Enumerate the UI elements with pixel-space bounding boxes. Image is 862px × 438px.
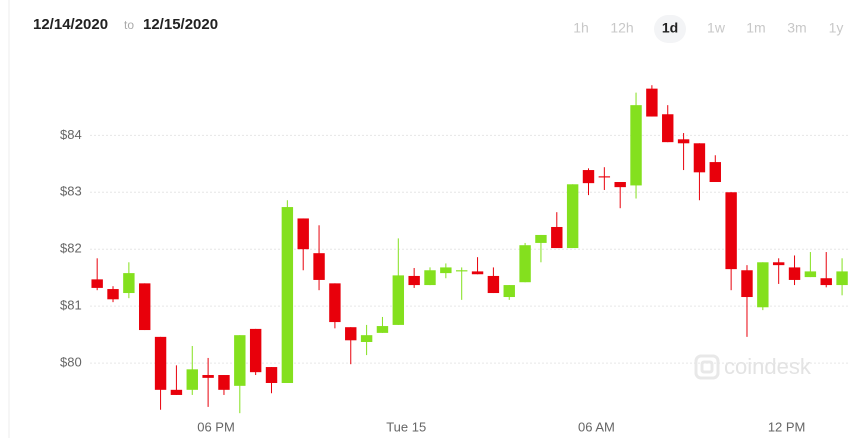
candle-body — [202, 375, 214, 378]
date-to: 12/15/2020 — [143, 16, 218, 33]
x-tick-label: Tue 15 — [386, 419, 426, 434]
y-tick-label: $80 — [60, 355, 82, 370]
candle-body — [820, 278, 832, 286]
candle-body — [345, 327, 357, 341]
candle-body — [440, 267, 452, 274]
candle-body — [471, 271, 484, 275]
x-tick-label: 06 AM — [578, 419, 615, 434]
candle-body — [408, 275, 420, 286]
candle-body — [677, 139, 690, 144]
candle-body — [757, 262, 769, 308]
candle-body — [360, 335, 373, 342]
candle-body — [376, 326, 389, 333]
range-button-bg — [654, 15, 686, 43]
candle-body — [123, 273, 135, 294]
candle-body — [662, 114, 674, 143]
candle-body — [582, 170, 595, 184]
candle-body — [630, 105, 642, 186]
candle-body — [804, 271, 817, 278]
candle-body — [107, 289, 119, 300]
candle-body — [329, 283, 341, 323]
candle-body — [424, 270, 436, 286]
candle-body — [772, 262, 785, 266]
range-button[interactable]: 1m — [746, 20, 765, 36]
candle-body — [249, 328, 262, 373]
candle-body — [741, 270, 753, 298]
candle-body — [566, 184, 579, 249]
candle-body — [788, 267, 801, 280]
range-button[interactable]: 3m — [787, 20, 806, 36]
range-button[interactable]: 1y — [829, 20, 844, 36]
date-separator: to — [124, 18, 134, 32]
candle-body — [218, 375, 230, 390]
candle-body — [503, 285, 515, 298]
y-tick-label: $82 — [60, 241, 82, 256]
candle-body — [709, 162, 721, 183]
watermark-logo — [694, 354, 720, 380]
y-tick-label: $84 — [60, 127, 82, 142]
date-from: 12/14/2020 — [33, 16, 108, 33]
candle-body — [551, 226, 563, 249]
candle-body — [487, 275, 500, 294]
range-button[interactable]: 1w — [707, 20, 726, 36]
y-tick-label: $83 — [60, 184, 82, 199]
candle-body — [598, 176, 611, 178]
candle-body — [535, 234, 547, 243]
range-button[interactable]: 12h — [610, 20, 633, 36]
y-tick-label: $81 — [60, 298, 82, 313]
candle-body — [614, 182, 626, 188]
candle-body — [170, 389, 183, 395]
candle-body — [313, 253, 325, 280]
candle-body — [234, 335, 246, 386]
candle-body — [519, 245, 531, 283]
x-tick-label: 06 PM — [197, 419, 235, 434]
range-button[interactable]: 1d — [662, 20, 678, 36]
candle-body — [281, 207, 294, 383]
candle-body — [186, 369, 198, 390]
range-button[interactable]: 1h — [573, 20, 589, 36]
candle-body — [725, 192, 737, 270]
candle-body — [455, 270, 468, 272]
candle-body — [265, 367, 278, 383]
candle-body — [91, 279, 103, 288]
candle-body — [139, 283, 151, 331]
candle-body — [154, 336, 167, 390]
candle-body — [836, 271, 848, 286]
x-tick-label: 12 PM — [768, 419, 806, 434]
candle-body — [297, 218, 309, 250]
candle-body — [693, 143, 706, 173]
candle-body — [646, 88, 658, 117]
watermark: coindesk — [724, 354, 812, 379]
candle-body — [392, 275, 405, 325]
